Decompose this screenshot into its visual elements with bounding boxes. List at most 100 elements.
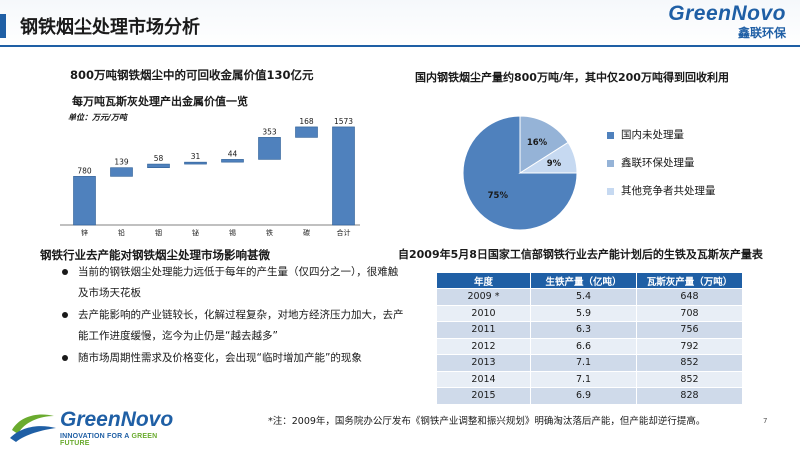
table-cell: 7.1: [530, 354, 637, 372]
table-row: 2011 6.3 756: [436, 321, 743, 339]
table-cell: 708: [636, 304, 743, 322]
table-cell: 2014: [436, 370, 531, 388]
footnote: *注：2009年，国务院办公厅发布《钢铁产业调整和振兴规划》明确淘汰落后产能，但…: [268, 416, 706, 427]
waterfall-value-label: 780: [77, 166, 92, 175]
legend-item: 国内未处理量: [607, 128, 716, 156]
table-cell: 5.9: [530, 304, 637, 322]
legend-swatch: [607, 132, 614, 139]
waterfall-category-label: 锡: [229, 228, 236, 237]
table-cell: 6.3: [530, 321, 637, 339]
table-cell: 2013: [436, 354, 531, 372]
waterfall-chart: 780 锌 139 铅 58 铟 31 铋 44 锡 353 铁 168 碳 1573 合计: [60, 117, 360, 237]
impact-title: 钢铁行业去产能对钢铁烟尘处理市场影响甚微: [40, 248, 270, 262]
pie-slice: [519, 115, 569, 174]
table-cell: 2012: [436, 337, 531, 355]
table-cell: 852: [636, 370, 743, 388]
waterfall-headline: 800万吨钢铁烟尘中的可回收金属价值130亿元: [70, 68, 314, 82]
footer-brand-name: GreenNovo: [60, 408, 174, 431]
waterfall-bar: [258, 137, 281, 160]
pie-value-label: 75%: [488, 191, 509, 201]
table-cell: 7.1: [530, 370, 637, 388]
waterfall-unit: 单位：万元/万吨: [68, 113, 127, 122]
column-header: 生铁产量（亿吨）: [530, 272, 637, 289]
legend-label: 鑫联环保处理量: [621, 157, 695, 169]
bullet-text: 去产能影响的产业链较长，化解过程复杂，对地方经济压力加大，去产能工作进度缓慢，迄…: [78, 309, 404, 342]
waterfall-bar: [221, 159, 244, 163]
waterfall-bar: [332, 126, 355, 226]
bullet-text: 当前的钢铁烟尘处理能力远低于每年的产生量（仅四分之一），很难触及市场天花板: [78, 266, 399, 299]
waterfall-category-label: 铅: [118, 228, 125, 237]
table-cell: 648: [636, 288, 743, 306]
waterfall-value-label: 58: [154, 154, 164, 163]
waterfall-value-label: 31: [191, 152, 201, 161]
waterfall-category-label: 合计: [337, 228, 351, 237]
pie-slice: [518, 141, 578, 174]
table-cell: 792: [636, 337, 743, 355]
bullet-dot-icon: [62, 355, 68, 361]
table-cell: 5.4: [530, 288, 637, 306]
table-cell: 6.6: [530, 337, 637, 355]
bullet-dot-icon: [62, 312, 68, 318]
pie-value-label: 16%: [527, 138, 548, 148]
table-cell: 2011: [436, 321, 531, 339]
waterfall-category-label: 锌: [81, 228, 88, 237]
legend-label: 国内未处理量: [621, 129, 684, 141]
production-table: 年度 生铁产量（亿吨） 瓦斯灰产量（万吨） 2009 * 5.4 648 201…: [436, 272, 743, 405]
legend-swatch: [607, 188, 614, 195]
pie-chart: 75% 16% 9%: [462, 115, 578, 231]
table-header-row: 年度 生铁产量（亿吨） 瓦斯灰产量（万吨）: [436, 272, 743, 289]
page-number: 7: [763, 417, 768, 425]
pie-slice: [462, 115, 578, 231]
footer-logo: GreenNovo INNOVATION FOR A GREEN FUTURE: [8, 408, 188, 447]
legend-swatch: [607, 160, 614, 167]
pie-title: 国内钢铁烟尘产量约800万吨/年，其中仅200万吨得到回收利用: [415, 71, 729, 84]
waterfall-value-label: 1573: [334, 117, 353, 126]
footer-tagline: INNOVATION FOR A GREEN FUTURE: [60, 433, 188, 447]
waterfall-value-label: 168: [299, 117, 314, 126]
bullet-item: 去产能影响的产业链较长，化解过程复杂，对地方经济压力加大，去产能工作进度缓慢，迄…: [40, 305, 405, 347]
brand-name-cn: 鑫联环保: [737, 26, 786, 40]
waterfall-bar: [147, 163, 170, 168]
table-row: 2010 5.9 708: [436, 304, 743, 322]
impact-bullet-list: 当前的钢铁烟尘处理能力远低于每年的产生量（仅四分之一），很难触及市场天花板 去产…: [40, 262, 405, 370]
waterfall-title: 每万吨瓦斯灰处理产出金属价值一览: [72, 95, 248, 108]
bullet-dot-icon: [62, 269, 68, 275]
waterfall-category-label: 碳: [303, 228, 310, 237]
pie-value-label: 9%: [547, 159, 562, 169]
waterfall-bar: [110, 167, 133, 177]
page-title: 钢铁烟尘处理市场分析: [20, 17, 200, 38]
table-cell: 2009 *: [436, 288, 531, 306]
tagline-part-b: GREEN FUTURE: [60, 433, 158, 447]
waterfall-bar: [73, 176, 96, 226]
pie-legend: 国内未处理量 鑫联环保处理量其他竞争者共处理量: [607, 128, 716, 212]
waterfall-value-label: 353: [262, 127, 277, 136]
swoosh-logo-icon: [10, 414, 56, 442]
brand-logo: GreenNovo 鑫联环保: [668, 2, 786, 41]
title-accent: [0, 14, 6, 38]
table-row: 2014 7.1 852: [436, 370, 743, 388]
table-cell: 6.9: [530, 387, 637, 405]
brand-name-en: GreenNovo: [668, 2, 786, 25]
header-bar: 钢铁烟尘处理市场分析 GreenNovo 鑫联环保: [0, 0, 800, 47]
table-cell: 828: [636, 387, 743, 405]
legend-item: 鑫联环保处理量: [607, 156, 716, 184]
table-row: 2015 6.9 828: [436, 387, 743, 405]
legend-item: 其他竞争者共处理量: [607, 184, 716, 212]
waterfall-category-label: 铁: [266, 228, 273, 237]
table-cell: 2015: [436, 387, 531, 405]
bullet-item: 当前的钢铁烟尘处理能力远低于每年的产生量（仅四分之一），很难触及市场天花板: [40, 262, 405, 304]
waterfall-value-label: 44: [228, 149, 238, 158]
waterfall-bar: [184, 161, 207, 165]
table-cell: 2010: [436, 304, 531, 322]
column-header: 年度: [436, 272, 531, 289]
waterfall-bar: [295, 126, 318, 138]
table-cell: 756: [636, 321, 743, 339]
table-title: 自2009年5月8日国家工信部钢铁行业去产能计划后的生铁及瓦斯灰产量表: [398, 248, 763, 261]
waterfall-value-label: 139: [114, 158, 129, 167]
column-header: 瓦斯灰产量（万吨）: [636, 272, 743, 289]
legend-label: 其他竞争者共处理量: [621, 185, 716, 197]
tagline-part-a: INNOVATION FOR A: [60, 433, 132, 440]
bullet-text: 随市场周期性需求及价格变化，会出现“临时增加产能”的现象: [78, 352, 362, 364]
waterfall-category-label: 铟: [155, 228, 162, 237]
table-row: 2012 6.6 792: [436, 337, 743, 355]
